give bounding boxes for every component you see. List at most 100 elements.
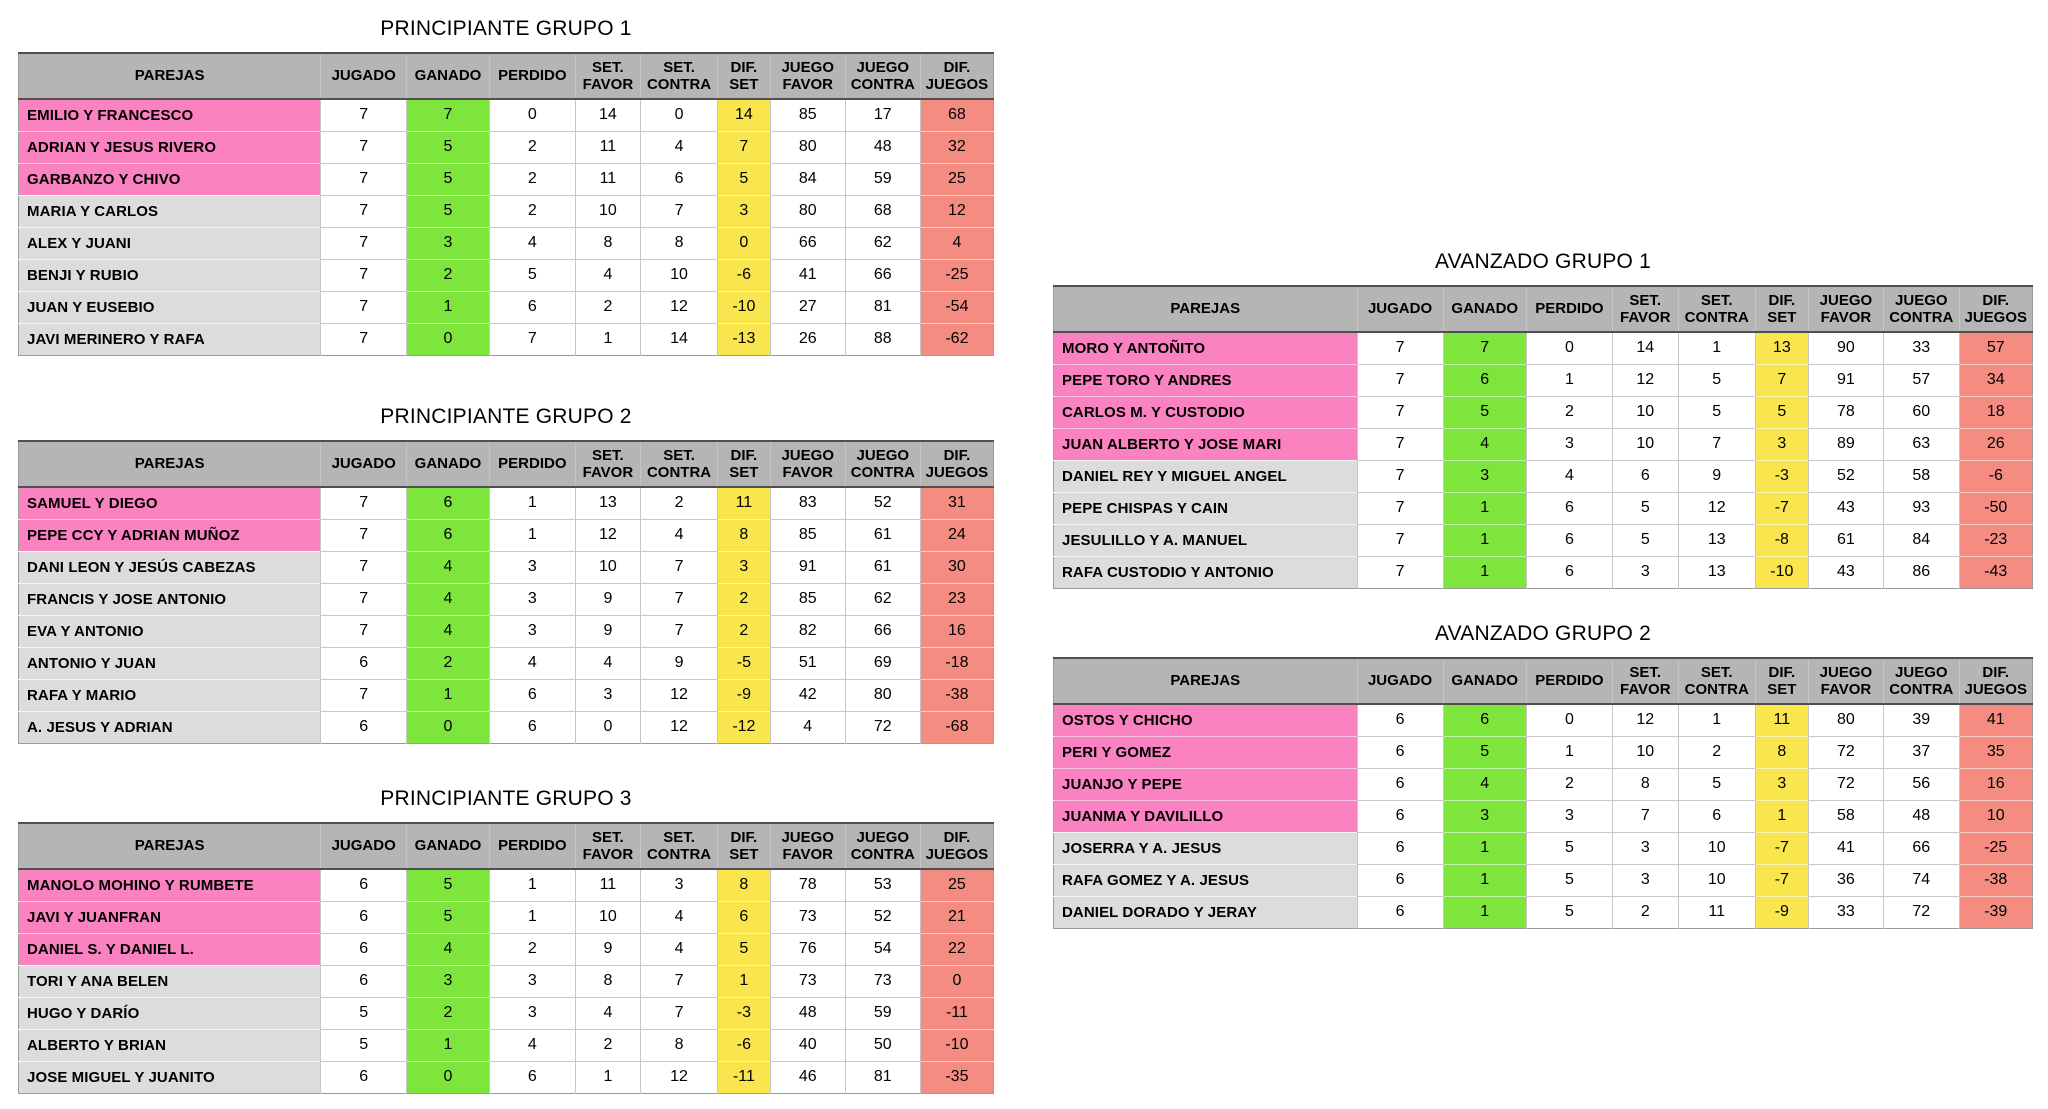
dif-set-cell: -7 [1754,863,1809,896]
standings-block-avanzado-grupo-1: AVANZADO GRUPO 1 PAREJAS JUGADO GANADO PERD… [1053,249,2033,589]
pareja-name-cell: ANTONIO Y JUAN [18,646,321,679]
ganado-cell: 2 [406,996,490,1029]
column-header-juego-contra: JUEGO CONTRA [844,822,921,870]
pareja-name-cell: RAFA GOMEZ Y A. JESUS [1053,863,1357,896]
column-header-ganado: GANADO [1442,285,1527,333]
jugado-cell: 6 [320,932,407,965]
pareja-name-cell: ALEX Y JUANI [18,226,321,259]
table-row: HUGO Y DARÍO 5 2 3 4 7 -3 48 59 -11 [18,996,994,1029]
table-row: OSTOS Y CHICHO 6 6 0 12 1 11 80 39 41 [1053,704,2033,736]
juego-favor-cell: 26 [769,322,846,355]
set-favor-cell: 12 [574,518,641,551]
column-header-parejas: PAREJAS [18,440,321,488]
table-row: ALBERTO Y BRIAN 5 1 4 2 8 -6 40 50 -10 [18,1028,994,1061]
set-contra-cell: 9 [640,646,718,679]
pareja-name-cell: JUAN Y EUSEBIO [18,290,321,323]
column-header-set-contra: SET. CONTRA [1677,657,1756,705]
juego-contra-cell: 66 [1883,831,1959,864]
perdido-cell: 1 [488,518,576,551]
juego-contra-cell: 73 [844,964,921,997]
set-favor-cell: 2 [1611,895,1679,928]
dif-juegos-cell: 25 [919,869,994,901]
juego-favor-cell: 66 [769,226,846,259]
table-row: RAFA CUSTODIO Y ANTONIO 7 1 6 3 13 -10 43 86 -43 [1053,555,2033,588]
table-row: EMILIO Y FRANCESCO 7 7 0 14 0 14 85 17 68 [18,99,994,131]
perdido-cell: 5 [1525,863,1613,896]
ganado-cell: 1 [1442,491,1527,524]
juego-contra-cell: 62 [844,582,921,615]
table-row: JAVI MERINERO Y RAFA 7 0 7 1 14 -13 26 88 -62 [18,322,994,355]
set-contra-cell: 10 [1677,863,1756,896]
jugado-cell: 7 [320,130,407,163]
jugado-cell: 7 [320,614,407,647]
set-contra-cell: 12 [640,710,718,743]
table-row: JOSE MIGUEL Y JUANITO 6 0 6 1 12 -11 46 81 -35 [18,1060,994,1093]
set-contra-cell: 14 [640,322,718,355]
ganado-cell: 1 [406,290,490,323]
juego-contra-cell: 81 [844,290,921,323]
table-row: MANOLO MOHINO Y RUMBETE 6 5 1 11 3 8 78 53 25 [18,869,994,901]
jugado-cell: 7 [1356,427,1444,460]
juego-favor-cell: 61 [1807,523,1884,556]
jugado-cell: 7 [1356,459,1444,492]
set-favor-cell: 11 [574,869,641,901]
perdido-cell: 6 [1525,491,1613,524]
dif-set-cell: 6 [717,900,771,933]
dif-juegos-cell: -68 [919,710,994,743]
juego-contra-cell: 54 [844,932,921,965]
perdido-cell: 3 [488,614,576,647]
dif-juegos-cell: 21 [919,900,994,933]
juego-contra-cell: 52 [844,900,921,933]
column-header-juego-favor: JUEGO FAVOR [1807,285,1884,333]
table-row: JUANJO Y PEPE 6 4 2 8 5 3 72 56 16 [1053,767,2033,800]
set-contra-cell: 2 [1677,735,1756,768]
ganado-cell: 7 [406,99,490,131]
standings-table: PAREJAS JUGADO GANADO PERDIDO SET. FAVOR SET.… [1053,285,2033,589]
set-favor-cell: 11 [574,162,641,195]
juego-contra-cell: 48 [844,130,921,163]
dif-juegos-cell: 30 [919,550,994,583]
set-favor-cell: 10 [574,550,641,583]
dif-juegos-cell: 12 [919,194,994,227]
dif-juegos-cell: 23 [919,582,994,615]
dif-set-cell: -5 [717,646,771,679]
ganado-cell: 1 [1442,863,1527,896]
column-header-dif-juegos: DIF. JUEGOS [1958,657,2033,705]
set-favor-cell: 7 [1611,799,1679,832]
set-contra-cell: 12 [640,1060,718,1093]
perdido-cell: 3 [1525,427,1613,460]
juego-favor-cell: 41 [769,258,846,291]
ganado-cell: 6 [1442,704,1527,736]
set-favor-cell: 11 [574,130,641,163]
jugado-cell: 5 [320,996,407,1029]
set-contra-cell: 7 [640,996,718,1029]
column-header-perdido: PERDIDO [488,52,576,100]
jugado-cell: 6 [1356,799,1444,832]
column-header-perdido: PERDIDO [488,822,576,870]
set-favor-cell: 9 [574,614,641,647]
juego-contra-cell: 69 [844,646,921,679]
ganado-cell: 4 [1442,767,1527,800]
pareja-name-cell: MANOLO MOHINO Y RUMBETE [18,869,321,901]
table-row: MARIA Y CARLOS 7 5 2 10 7 3 80 68 12 [18,194,994,227]
table-row: DANIEL REY Y MIGUEL ANGEL 7 3 4 6 9 -3 52 58 -6 [1053,459,2033,492]
column-header-juego-contra: JUEGO CONTRA [1883,285,1959,333]
juego-contra-cell: 93 [1883,491,1959,524]
dif-juegos-cell: 26 [1958,427,2033,460]
dif-set-cell: 14 [717,99,771,131]
set-favor-cell: 2 [574,290,641,323]
dif-juegos-cell: 25 [919,162,994,195]
table-row: RAFA Y MARIO 7 1 6 3 12 -9 42 80 -38 [18,678,994,711]
table-row: SAMUEL Y DIEGO 7 6 1 13 2 11 83 52 31 [18,487,994,519]
perdido-cell: 4 [1525,459,1613,492]
column-header-jugado: JUGADO [1356,657,1444,705]
dif-set-cell: 8 [1754,735,1809,768]
jugado-cell: 6 [320,900,407,933]
set-favor-cell: 8 [574,226,641,259]
juego-contra-cell: 39 [1883,704,1959,736]
pareja-name-cell: PEPE CCY Y ADRIAN MUÑOZ [18,518,321,551]
jugado-cell: 7 [320,194,407,227]
set-contra-cell: 13 [1677,523,1756,556]
dif-set-cell: -6 [717,1028,771,1061]
jugado-cell: 6 [320,869,407,901]
